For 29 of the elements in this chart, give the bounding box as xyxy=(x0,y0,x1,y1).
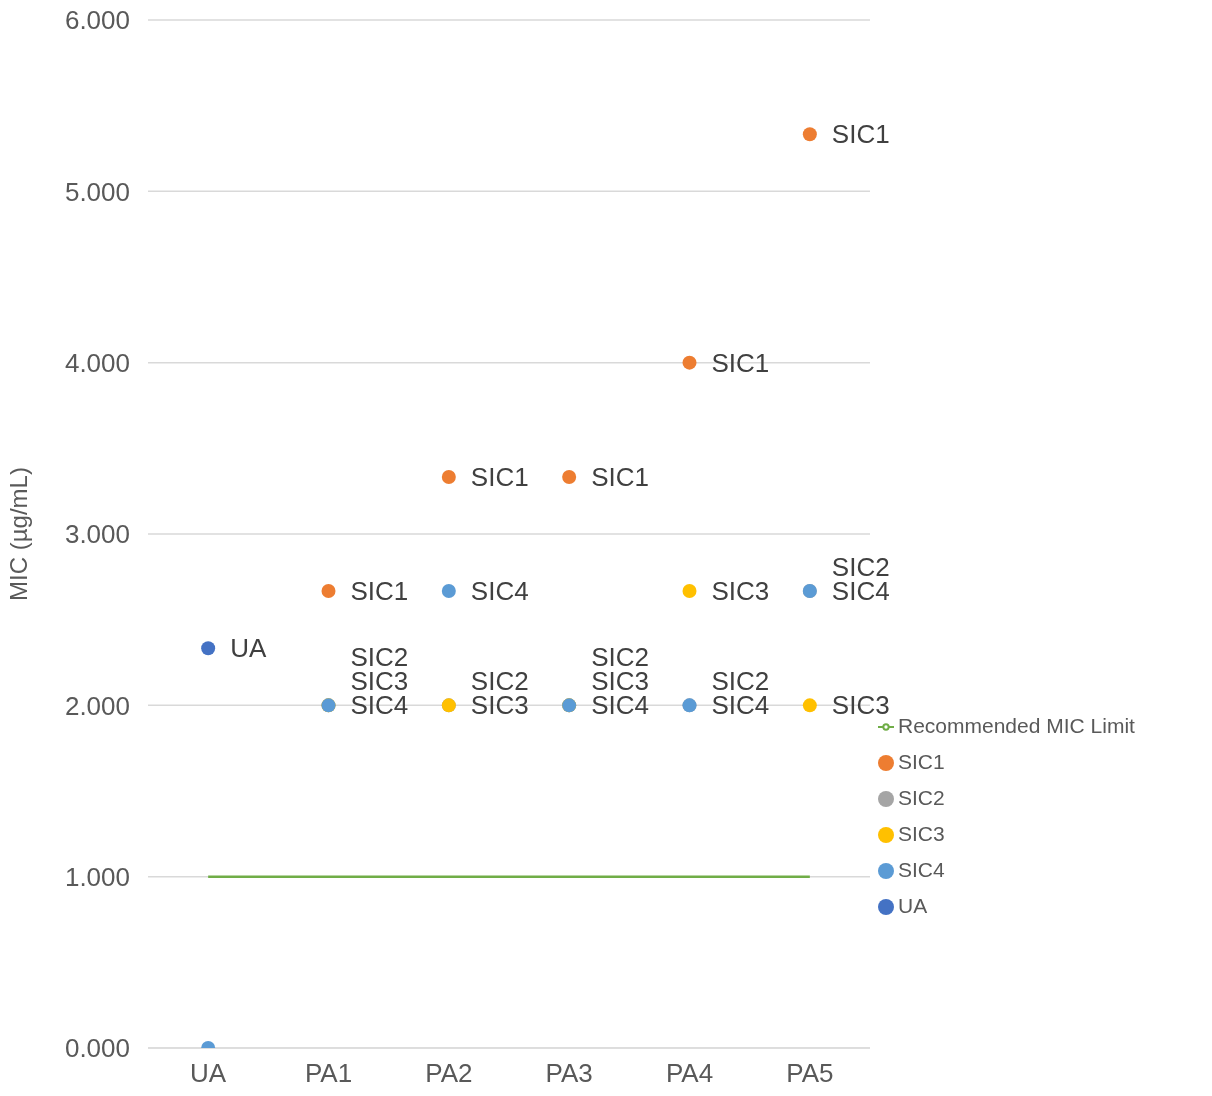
x-tick-label: UA xyxy=(190,1058,227,1089)
data-label: UA xyxy=(230,633,267,664)
y-tick-label: 2.000 xyxy=(64,690,130,721)
x-tick-label: PA2 xyxy=(425,1058,473,1089)
y-axis-title: MIC (µg/mL) xyxy=(4,467,32,601)
y-tick-label: 4.000 xyxy=(64,347,130,378)
y-tick-label: 3.000 xyxy=(64,519,130,550)
y-tick-label: 5.000 xyxy=(64,176,130,207)
legend-label: UA xyxy=(898,894,928,917)
legend-label: SIC1 xyxy=(898,750,945,773)
data-label: SIC3 xyxy=(831,690,890,721)
y-tick-label: 0.000 xyxy=(64,1033,130,1064)
legend-label: SIC2 xyxy=(898,786,945,809)
data-label: SIC3 xyxy=(711,576,770,607)
x-tick-label: PA1 xyxy=(304,1058,353,1089)
x-tick-label: PA5 xyxy=(786,1058,834,1089)
data-label: SIC1 xyxy=(711,347,770,378)
y-tick-label: 1.000 xyxy=(64,861,130,892)
legend-label: Recommended MIC Limit xyxy=(898,714,1135,737)
data-label: SIC1 xyxy=(350,576,409,607)
x-tick-label: PA3 xyxy=(545,1058,593,1089)
data-label: SIC1 xyxy=(831,119,890,150)
data-label: SIC1 xyxy=(470,461,529,492)
data-label: SIC1 xyxy=(591,461,649,492)
legend-label: SIC3 xyxy=(898,822,945,845)
y-tick-label: 6.000 xyxy=(64,5,130,36)
legend-label: SIC4 xyxy=(898,858,945,881)
x-tick-label: PA4 xyxy=(665,1058,714,1089)
data-label: SIC4 xyxy=(470,576,529,607)
